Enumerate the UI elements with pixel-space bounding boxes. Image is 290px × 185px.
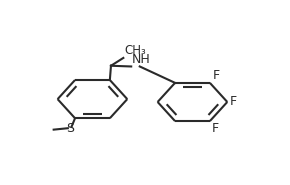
- Text: S: S: [66, 122, 75, 135]
- Text: F: F: [213, 69, 220, 82]
- Text: NH: NH: [132, 53, 151, 66]
- Text: F: F: [230, 95, 237, 108]
- Text: F: F: [212, 122, 219, 135]
- Text: CH₃: CH₃: [124, 44, 146, 57]
